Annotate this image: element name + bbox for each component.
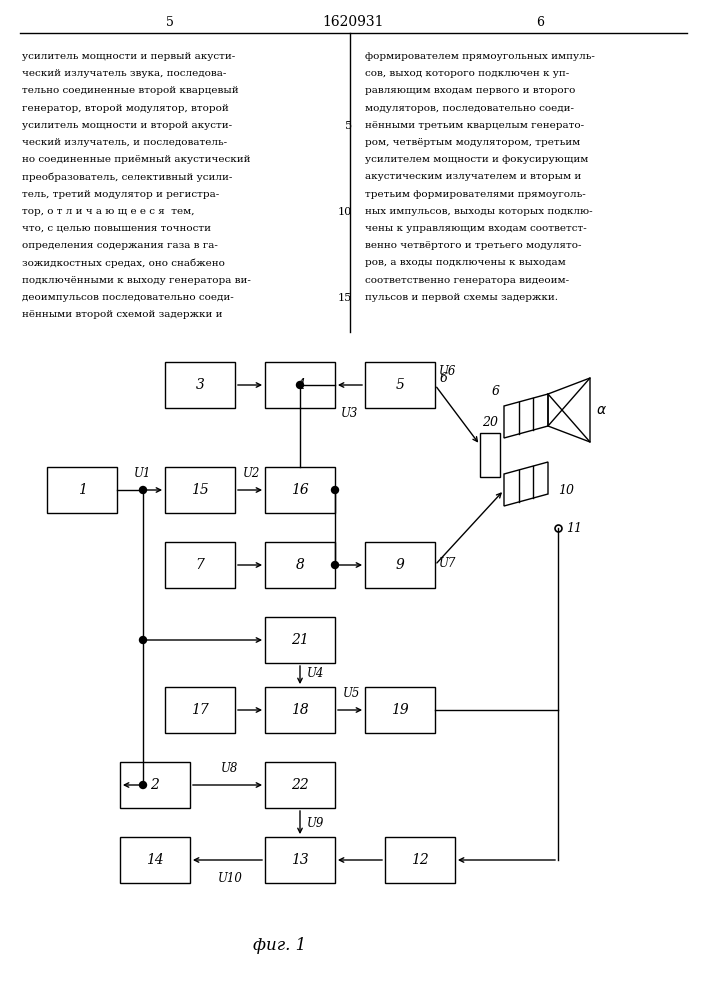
- Bar: [165, 542, 235, 588]
- Text: $\alpha$: $\alpha$: [596, 403, 607, 417]
- Text: 20: 20: [482, 416, 498, 429]
- Text: определения содержания газа в га-: определения содержания газа в га-: [22, 241, 218, 250]
- Text: модуляторов, последовательно соеди-: модуляторов, последовательно соеди-: [365, 104, 574, 113]
- Text: U5: U5: [344, 687, 361, 700]
- Bar: [265, 467, 335, 513]
- Bar: [365, 542, 435, 588]
- Text: 13: 13: [291, 853, 309, 867]
- Text: ческий излучатель, и последователь-: ческий излучатель, и последователь-: [22, 138, 227, 147]
- Text: 7: 7: [196, 558, 204, 572]
- Text: 17: 17: [191, 703, 209, 717]
- Text: нёнными второй схемой задержки и: нёнными второй схемой задержки и: [22, 310, 223, 319]
- Bar: [385, 837, 455, 883]
- Bar: [365, 362, 435, 408]
- Text: деоимпульсов последовательно соеди-: деоимпульсов последовательно соеди-: [22, 293, 234, 302]
- Text: 16: 16: [291, 483, 309, 497]
- Text: акустическим излучателем и вторым и: акустическим излучателем и вторым и: [365, 172, 581, 181]
- Text: третьим формирователями прямоуголь-: третьим формирователями прямоуголь-: [365, 190, 586, 199]
- Circle shape: [296, 381, 303, 388]
- Text: 14: 14: [146, 853, 164, 867]
- Text: 6: 6: [536, 15, 544, 28]
- Text: соответственно генератора видеоим-: соответственно генератора видеоим-: [365, 276, 569, 285]
- Circle shape: [332, 562, 339, 568]
- Text: U2: U2: [243, 467, 261, 480]
- Text: ров, а входы подключены к выходам: ров, а входы подключены к выходам: [365, 258, 566, 267]
- Text: 3: 3: [196, 378, 204, 392]
- Bar: [120, 762, 190, 808]
- Text: но соединенные приёмный акустический: но соединенные приёмный акустический: [22, 155, 250, 164]
- Text: что, с целью повышения точности: что, с целью повышения точности: [22, 224, 211, 233]
- Text: 19: 19: [391, 703, 409, 717]
- Bar: [265, 687, 335, 733]
- Text: чены к управляющим входам соответст-: чены к управляющим входам соответст-: [365, 224, 587, 233]
- Text: U8: U8: [221, 762, 239, 775]
- Text: пульсов и первой схемы задержки.: пульсов и первой схемы задержки.: [365, 293, 558, 302]
- Text: сов, выход которого подключен к уп-: сов, выход которого подключен к уп-: [365, 69, 569, 78]
- Text: тельно соединенные второй кварцевый: тельно соединенные второй кварцевый: [22, 86, 239, 95]
- Text: U6: U6: [439, 365, 457, 378]
- Text: U9: U9: [307, 817, 325, 830]
- Text: 1: 1: [78, 483, 86, 497]
- Text: усилитель мощности и первый акусти-: усилитель мощности и первый акусти-: [22, 52, 235, 61]
- Circle shape: [139, 637, 146, 644]
- Text: 18: 18: [291, 703, 309, 717]
- Bar: [120, 837, 190, 883]
- Text: 6: 6: [440, 372, 448, 385]
- Text: U10: U10: [218, 872, 243, 885]
- Circle shape: [332, 487, 339, 493]
- Text: ческий излучатель звука, последова-: ческий излучатель звука, последова-: [22, 69, 226, 78]
- Bar: [165, 687, 235, 733]
- Bar: [165, 467, 235, 513]
- Text: 11: 11: [566, 522, 582, 534]
- Text: равляющим входам первого и второго: равляющим входам первого и второго: [365, 86, 575, 95]
- Text: 5: 5: [395, 378, 404, 392]
- Text: фиг. 1: фиг. 1: [253, 936, 307, 954]
- Bar: [47, 467, 117, 513]
- Text: усилителем мощности и фокусирующим: усилителем мощности и фокусирующим: [365, 155, 588, 164]
- Bar: [480, 433, 500, 477]
- Text: генератор, второй модулятор, второй: генератор, второй модулятор, второй: [22, 104, 229, 113]
- Text: ром, четвёртым модулятором, третьим: ром, четвёртым модулятором, третьим: [365, 138, 580, 147]
- Bar: [265, 837, 335, 883]
- Text: подключёнными к выходу генератора ви-: подключёнными к выходу генератора ви-: [22, 276, 251, 285]
- Text: 12: 12: [411, 853, 429, 867]
- Text: U1: U1: [134, 467, 152, 480]
- Bar: [265, 362, 335, 408]
- Text: U3: U3: [341, 407, 358, 420]
- Text: 5: 5: [166, 15, 174, 28]
- Text: 6: 6: [492, 385, 500, 398]
- Text: зожидкостных средах, оно снабжено: зожидкостных средах, оно снабжено: [22, 258, 225, 268]
- Text: 21: 21: [291, 633, 309, 647]
- Text: 4: 4: [296, 378, 305, 392]
- Text: тор, о т л и ч а ю щ е е с я  тем,: тор, о т л и ч а ю щ е е с я тем,: [22, 207, 194, 216]
- Text: 10: 10: [558, 484, 574, 496]
- Bar: [265, 542, 335, 588]
- Bar: [265, 617, 335, 663]
- Text: 2: 2: [151, 778, 160, 792]
- Bar: [165, 362, 235, 408]
- Circle shape: [139, 782, 146, 788]
- Text: 1620931: 1620931: [322, 15, 384, 29]
- Text: 15: 15: [191, 483, 209, 497]
- Text: 5: 5: [345, 121, 352, 131]
- Text: усилитель мощности и второй акусти-: усилитель мощности и второй акусти-: [22, 121, 232, 130]
- Text: U4: U4: [307, 667, 325, 680]
- Text: преобразователь, селективный усили-: преобразователь, селективный усили-: [22, 172, 233, 182]
- Text: U7: U7: [439, 557, 457, 570]
- Bar: [365, 687, 435, 733]
- Text: 15: 15: [338, 293, 352, 303]
- Text: венно четвёртого и третьего модулято-: венно четвёртого и третьего модулято-: [365, 241, 581, 250]
- Text: 9: 9: [395, 558, 404, 572]
- Bar: [265, 762, 335, 808]
- Text: 22: 22: [291, 778, 309, 792]
- Text: ных импульсов, выходы которых подклю-: ных импульсов, выходы которых подклю-: [365, 207, 592, 216]
- Text: формирователем прямоугольных импуль-: формирователем прямоугольных импуль-: [365, 52, 595, 61]
- Circle shape: [139, 487, 146, 493]
- Text: нёнными третьим кварцелым генерато-: нёнными третьим кварцелым генерато-: [365, 121, 584, 130]
- Text: 8: 8: [296, 558, 305, 572]
- Text: тель, третий модулятор и регистра-: тель, третий модулятор и регистра-: [22, 190, 219, 199]
- Text: 10: 10: [338, 207, 352, 217]
